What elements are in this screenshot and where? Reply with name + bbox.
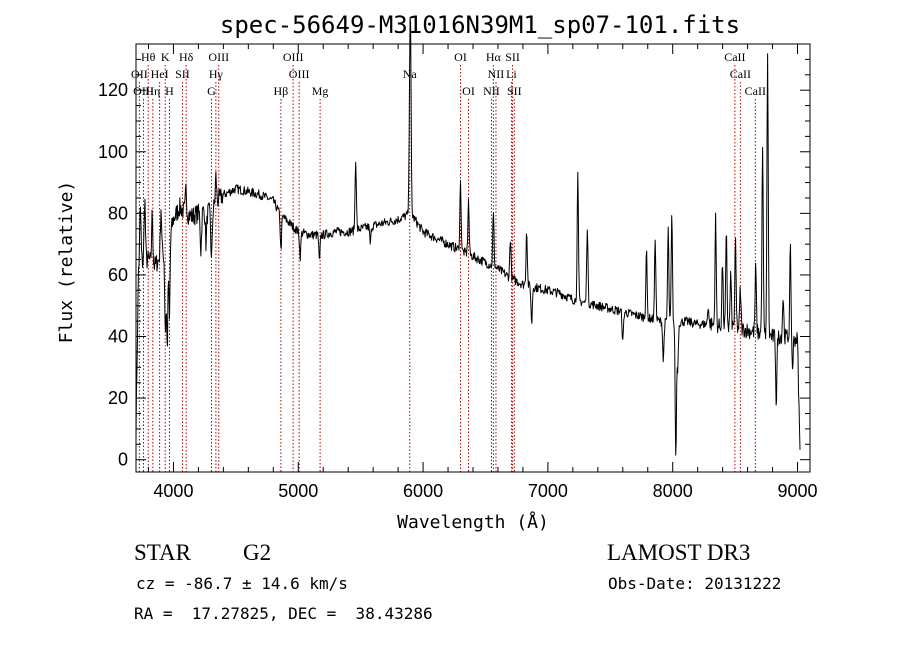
line-label-4: OIII [283, 50, 304, 64]
line-label-7: SII [505, 50, 520, 64]
line-label-1: K [161, 50, 170, 64]
line-label-13: OIII [289, 67, 310, 81]
line-label-15: NII [488, 67, 505, 81]
y-tick-label-1: 20 [108, 388, 128, 408]
redshift-readout: cz = -86.7 ± 14.6 km/s [136, 574, 348, 593]
y-axis-label: Flux (relative) [56, 181, 77, 344]
line-label-0: Hθ [141, 50, 156, 64]
line-label-11: SII [175, 67, 190, 81]
line-label-20: H [165, 84, 174, 98]
chart-title: spec-56649-M31016N39M1_sp07-101.fits [220, 11, 740, 39]
line-label-27: CaII [745, 84, 766, 98]
flux-line [135, 16, 801, 456]
line-label-2: Hδ [179, 50, 194, 64]
object-class: STAR [134, 540, 191, 565]
line-label-18: OIII [133, 84, 154, 98]
y-tick-label-3: 60 [108, 265, 128, 285]
line-label-3: OIII [208, 50, 229, 64]
x-tick-label-0: 4000 [153, 481, 193, 501]
y-tick-label-5: 100 [98, 142, 128, 162]
line-label-17: CaII [730, 67, 751, 81]
line-label-9: OII [131, 67, 148, 81]
x-tick-label-3: 7000 [528, 481, 568, 501]
x-tick-label-4: 8000 [653, 481, 693, 501]
line-label-24: OI [462, 84, 475, 98]
x-axis-label: Wavelength (Å) [397, 511, 549, 533]
x-tick-label-5: 9000 [777, 481, 817, 501]
line-label-6: Hα [486, 50, 502, 64]
line-label-21: G [207, 84, 216, 98]
y-tick-label-6: 120 [98, 80, 128, 100]
spectrum-series [135, 16, 801, 456]
line-label-10: HeI [151, 67, 169, 81]
y-tick-label-4: 80 [108, 203, 128, 223]
axis-ticks: 4000 5000 6000 7000 8000 9000 0 20 40 60 80 100 120 [98, 44, 818, 501]
y-tick-label-2: 40 [108, 327, 128, 347]
x-tick-label-2: 6000 [403, 481, 443, 501]
coordinates-readout: RA = 17.27825, DEC = 38.43286 [134, 604, 433, 623]
line-label-23: Mg [312, 84, 329, 98]
observation-date: Obs-Date: 20131222 [608, 574, 782, 593]
line-label-16: Li [506, 67, 517, 81]
line-label-12: Hγ [209, 67, 224, 81]
line-label-22: Hβ [274, 84, 289, 98]
x-tick-label-1: 5000 [278, 481, 318, 501]
line-label-26: SII [507, 84, 522, 98]
line-label-19: Hη [145, 84, 160, 98]
line-label-8: CaII [724, 50, 745, 64]
object-subclass: G2 [243, 540, 272, 565]
line-label-25: NII [483, 84, 500, 98]
line-label-5: OI [454, 50, 467, 64]
y-tick-label-0: 0 [118, 450, 128, 470]
survey-name: LAMOST DR3 [607, 540, 751, 565]
